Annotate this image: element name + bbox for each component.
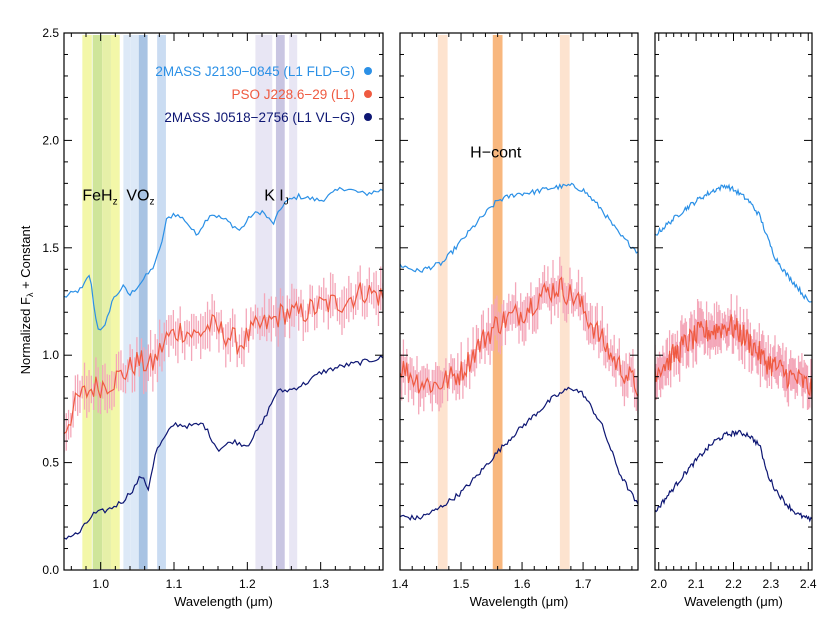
band-annotation: H−cont [470, 145, 522, 162]
y-axis-title: Normalized Fλ + Constant [18, 225, 35, 374]
panel-plot-area [655, 183, 812, 523]
absorption-band-12 [289, 35, 298, 569]
band-annotation-main: H−cont [470, 145, 522, 162]
absorption-band-4 [110, 35, 120, 569]
series-line-3 [400, 386, 638, 521]
legend-marker-3 [364, 113, 372, 121]
legend: 2MASS J2130−0845 (L1 FLD−G) PSO J228.6−29… [155, 64, 372, 125]
x-tick-label: 1.5 [453, 577, 470, 591]
series-line-2 [64, 282, 383, 435]
x-tick-label: 1.3 [312, 577, 329, 591]
y-tick-label: 2.5 [42, 26, 59, 40]
series-line-1 [655, 183, 812, 303]
absorption-band-9 [255, 35, 264, 569]
x-tick-label: 1.1 [166, 577, 183, 591]
legend-label-1: 2MASS J2130−0845 (L1 FLD−G) [155, 64, 355, 79]
x-tick-label: 1.0 [92, 577, 109, 591]
series-line-1 [64, 186, 383, 331]
panel-frame [654, 32, 813, 571]
panel-2: 1.4 1.5 1.6 1.7 Wavelength (μm) H−cont [392, 32, 639, 609]
legend-marker-2 [364, 90, 372, 98]
panel-plot-area [64, 35, 383, 569]
absorption-band-10 [263, 35, 273, 569]
absorption-band-1 [82, 35, 92, 569]
absorption-band-7 [138, 35, 148, 569]
y-axis-title-subscript: λ [25, 292, 35, 297]
y-tick-label: 0.0 [42, 563, 59, 577]
panel-3: 2.0 2.1 2.2 2.3 2.4 Wavelength (μm) [650, 32, 817, 609]
series-line-2 [400, 276, 638, 397]
panel-frame [63, 32, 384, 571]
legend-label-3: 2MASS J0518−2756 (L1 VL−G) [164, 110, 355, 125]
x-axis-title: Wavelength (μm) [174, 594, 273, 609]
x-tick-label: 2.1 [688, 577, 705, 591]
series-line-3 [64, 354, 383, 540]
x-tick-label: 1.2 [239, 577, 256, 591]
absorption-band-6 [130, 35, 139, 569]
band-annotation-main: K I [264, 188, 284, 205]
band-annotation-main: FeH [82, 188, 112, 205]
band-annotation-subscript: z [149, 197, 154, 208]
x-tick-label: 2.3 [763, 577, 780, 591]
y-tick-label: 1.0 [42, 348, 59, 362]
panel-plot-area [400, 35, 638, 569]
y-tick-label: 1.5 [42, 241, 59, 255]
legend-label-2: PSO J228.6−29 (L1) [232, 87, 355, 102]
absorption-band-2 [492, 35, 503, 569]
absorption-band-5 [123, 35, 131, 569]
absorption-band-3 [102, 35, 111, 569]
band-annotation: K IJ [264, 188, 289, 208]
x-tick-label: 1.6 [514, 577, 531, 591]
x-tick-label: 1.4 [392, 577, 409, 591]
x-axis-title: Wavelength (μm) [684, 594, 783, 609]
band-annotation-main: VO [126, 188, 149, 205]
series-line-2 [655, 314, 812, 398]
band-annotation-subscript: z [113, 197, 118, 208]
x-tick-label: 2.2 [725, 577, 742, 591]
band-annotation: VOz [126, 188, 154, 208]
panel-frame [399, 32, 639, 571]
y-tick-label: 0.5 [42, 456, 59, 470]
x-axis-title: Wavelength (μm) [470, 594, 569, 609]
absorption-band-8 [157, 35, 166, 569]
panel-1: 0.0 0.5 1.0 1.5 2.0 2.5 1.0 1.1 1.2 1.3 Wavelength… [42, 26, 384, 609]
absorption-band-2 [92, 35, 103, 569]
band-annotation-subscript: J [284, 197, 289, 208]
x-tick-label: 2.0 [650, 577, 667, 591]
y-axis-title-tail: + Constant [18, 225, 33, 292]
band-annotation: FeHz [82, 188, 117, 208]
x-tick-label: 1.7 [575, 577, 592, 591]
series-line-1 [400, 182, 638, 273]
spectrum-panels: 0.0 0.5 1.0 1.5 2.0 2.5 1.0 1.1 1.2 1.3 Wavelength… [42, 26, 817, 609]
absorption-band-1 [437, 35, 448, 569]
legend-marker-1 [364, 67, 372, 75]
y-tick-label: 2.0 [42, 133, 59, 147]
x-tick-label: 2.4 [800, 577, 817, 591]
series-line-3 [655, 429, 812, 523]
